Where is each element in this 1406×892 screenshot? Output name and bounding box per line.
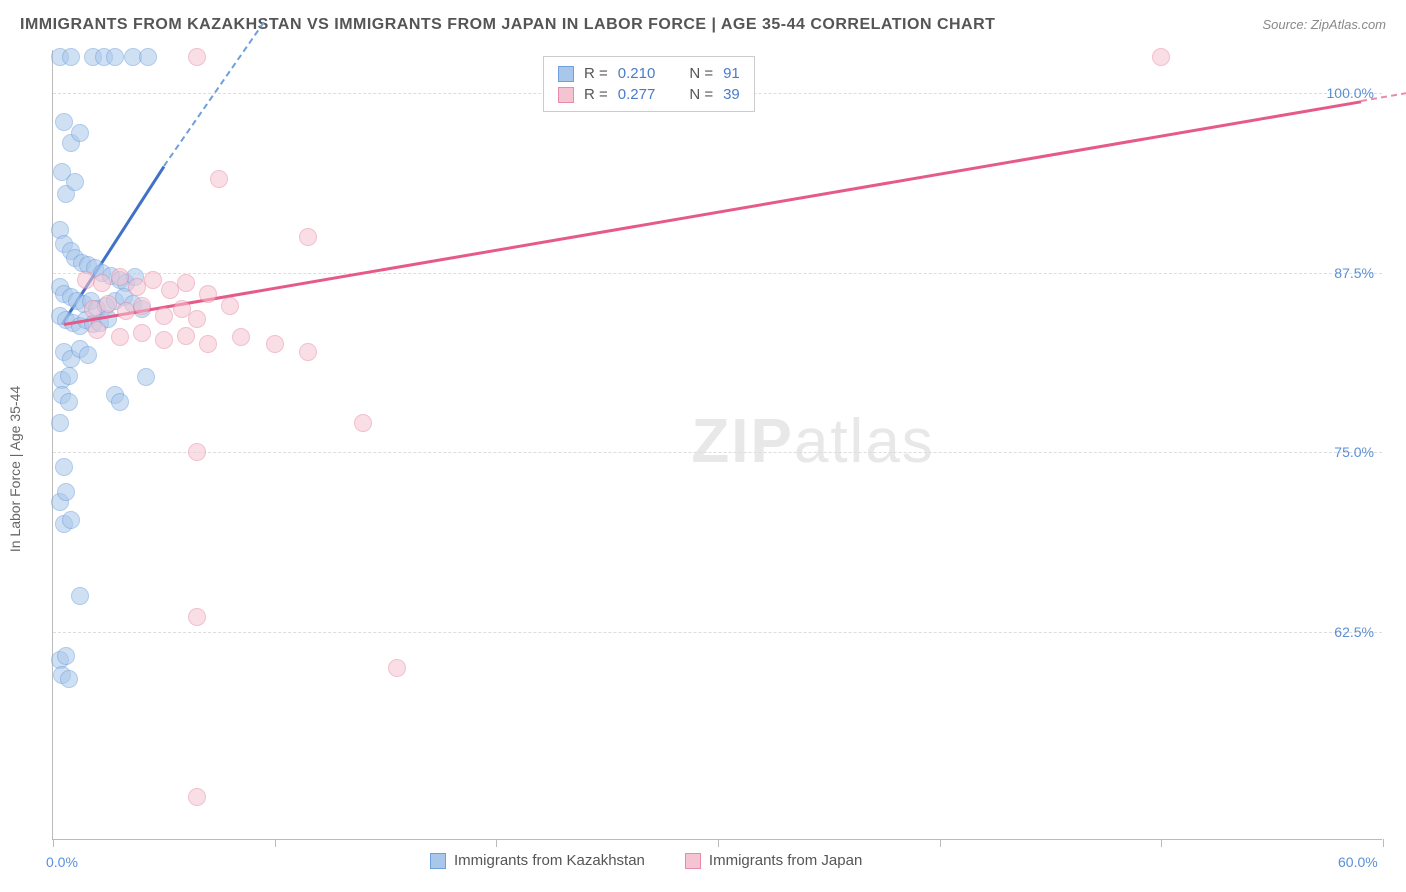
x-tick	[1161, 839, 1162, 847]
scatter-point	[188, 608, 206, 626]
legend-stat-row: R = 0.277 N = 39	[558, 84, 740, 105]
scatter-point	[66, 173, 84, 191]
scatter-point	[177, 274, 195, 292]
x-tick	[1383, 839, 1384, 847]
scatter-point	[144, 271, 162, 289]
x-tick	[53, 839, 54, 847]
scatter-point	[62, 48, 80, 66]
scatter-point	[210, 170, 228, 188]
scatter-point	[188, 443, 206, 461]
scatter-point	[137, 368, 155, 386]
scatter-point	[60, 393, 78, 411]
r-value: 0.277	[618, 86, 656, 103]
legend-label: Immigrants from Kazakhstan	[454, 852, 645, 869]
source-label: Source: ZipAtlas.com	[1262, 17, 1386, 32]
n-value: 39	[723, 86, 740, 103]
scatter-point	[62, 511, 80, 529]
chart-title: IMMIGRANTS FROM KAZAKHSTAN VS IMMIGRANTS…	[20, 16, 995, 34]
scatter-point	[71, 587, 89, 605]
scatter-point	[199, 285, 217, 303]
scatter-point	[299, 228, 317, 246]
scatter-point	[111, 328, 129, 346]
scatter-point	[221, 297, 239, 315]
scatter-point	[57, 483, 75, 501]
x-tick	[496, 839, 497, 847]
grid-line	[53, 273, 1382, 274]
r-label: R =	[584, 86, 608, 103]
legend-label: Immigrants from Japan	[709, 852, 862, 869]
legend-item: Immigrants from Japan	[685, 852, 862, 869]
scatter-point	[55, 113, 73, 131]
scatter-point	[188, 48, 206, 66]
scatter-point	[93, 274, 111, 292]
legend-swatch	[430, 853, 446, 869]
scatter-point	[199, 335, 217, 353]
x-min-label: 0.0%	[46, 854, 78, 870]
grid-line	[53, 452, 1382, 453]
scatter-point	[354, 414, 372, 432]
scatter-point	[177, 327, 195, 345]
scatter-point	[60, 367, 78, 385]
x-tick	[718, 839, 719, 847]
legend-stats-box: R = 0.210 N = 91 R = 0.277 N = 39	[543, 56, 755, 112]
legend-swatch	[558, 66, 574, 82]
y-tick-label: 87.5%	[1334, 265, 1374, 281]
x-max-label: 60.0%	[1338, 854, 1378, 870]
legend-stat-row: R = 0.210 N = 91	[558, 63, 740, 84]
scatter-point	[57, 647, 75, 665]
legend-swatch	[558, 87, 574, 103]
scatter-point	[1152, 48, 1170, 66]
legend-item: Immigrants from Kazakhstan	[430, 852, 645, 869]
legend-swatch	[685, 853, 701, 869]
scatter-point	[106, 48, 124, 66]
scatter-point	[51, 414, 69, 432]
scatter-point	[388, 659, 406, 677]
y-tick-label: 62.5%	[1334, 624, 1374, 640]
scatter-point	[71, 124, 89, 142]
scatter-point	[55, 458, 73, 476]
x-tick	[275, 839, 276, 847]
scatter-point	[299, 343, 317, 361]
scatter-point	[111, 393, 129, 411]
r-value: 0.210	[618, 65, 656, 82]
trend-line	[64, 100, 1361, 326]
scatter-point	[155, 307, 173, 325]
r-label: R =	[584, 65, 608, 82]
y-axis-label: In Labor Force | Age 35-44	[7, 386, 23, 552]
n-label: N =	[689, 65, 713, 82]
y-tick-label: 75.0%	[1334, 444, 1374, 460]
scatter-point	[266, 335, 284, 353]
n-value: 91	[723, 65, 740, 82]
scatter-point	[88, 321, 106, 339]
scatter-point	[60, 670, 78, 688]
scatter-point	[99, 295, 117, 313]
scatter-point	[155, 331, 173, 349]
scatter-point	[79, 346, 97, 364]
scatter-point	[133, 324, 151, 342]
legend-series: Immigrants from Kazakhstan Immigrants fro…	[430, 852, 862, 869]
n-label: N =	[689, 86, 713, 103]
watermark: ZIPatlas	[691, 406, 934, 477]
scatter-point	[188, 310, 206, 328]
grid-line	[53, 632, 1382, 633]
scatter-point	[139, 48, 157, 66]
scatter-point	[133, 297, 151, 315]
scatter-point	[111, 268, 129, 286]
x-tick	[940, 839, 941, 847]
chart-plot-area: ZIPatlas62.5%75.0%87.5%100.0%	[52, 50, 1382, 840]
scatter-point	[232, 328, 250, 346]
trend-line-dashed	[163, 22, 264, 167]
scatter-point	[188, 788, 206, 806]
